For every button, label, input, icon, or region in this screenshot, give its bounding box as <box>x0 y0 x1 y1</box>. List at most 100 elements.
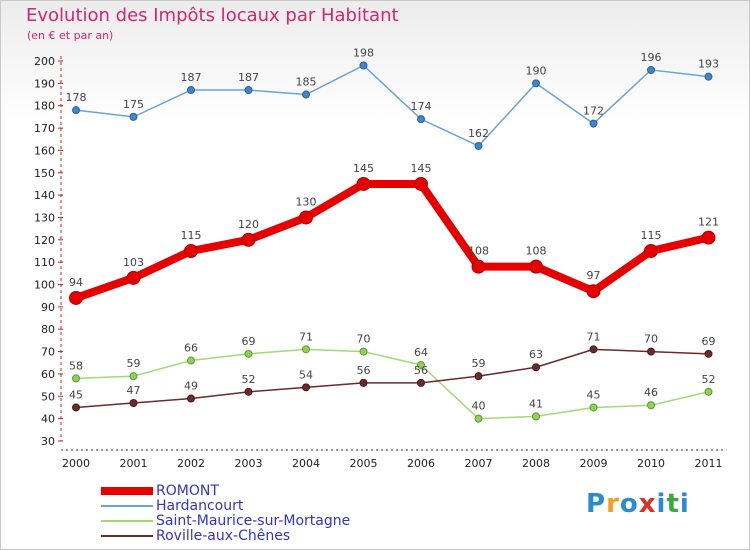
data-label: 145 <box>411 162 432 175</box>
y-tick-label: 160 <box>34 144 55 157</box>
series-romont <box>69 176 716 305</box>
data-point <box>704 72 713 81</box>
data-point <box>359 347 368 356</box>
series-line <box>75 348 709 420</box>
legend-item-romont[interactable]: ROMONT <box>101 484 401 499</box>
data-point <box>72 106 80 115</box>
data-label: 145 <box>353 162 374 175</box>
data-label: 162 <box>468 127 489 140</box>
legend-item-roville[interactable]: Roville-aux-Chênes <box>101 529 401 544</box>
data-point <box>129 399 138 407</box>
chart-subtitle: (en € et par an) <box>27 29 114 42</box>
data-label: 41 <box>529 397 543 410</box>
data-point <box>647 347 655 356</box>
y-tick-label: 100 <box>34 279 55 292</box>
data-point <box>417 378 425 387</box>
y-tick-label: 60 <box>41 368 55 381</box>
data-label: 185 <box>296 76 317 89</box>
data-label: 54 <box>299 368 313 381</box>
y-tick-label: 170 <box>34 122 55 135</box>
data-label: 190 <box>526 64 547 77</box>
data-label: 175 <box>123 98 144 111</box>
data-point <box>129 372 138 381</box>
x-tick-label: 2007 <box>465 457 493 470</box>
data-label: 193 <box>698 58 719 71</box>
data-label: 97 <box>587 269 601 282</box>
data-point <box>184 244 198 258</box>
data-point <box>359 378 368 387</box>
legend-item-saint-maurice[interactable]: Saint-Maurice-sur-Mortagne <box>101 514 401 529</box>
data-label: 187 <box>181 71 202 84</box>
series-line <box>75 64 709 147</box>
data-label: 71 <box>587 330 601 343</box>
data-point <box>474 141 483 150</box>
data-label: 40 <box>472 400 486 413</box>
data-label: 121 <box>698 216 719 229</box>
series-layer <box>69 61 716 423</box>
series-line <box>74 179 710 302</box>
data-label: 49 <box>184 380 198 393</box>
y-tick-label: 190 <box>34 77 55 90</box>
data-label: 47 <box>127 384 141 397</box>
data-label: 46 <box>644 386 658 399</box>
data-point <box>359 61 368 70</box>
data-point <box>241 232 256 247</box>
data-point <box>474 372 483 381</box>
data-point <box>126 270 141 285</box>
data-point <box>471 259 486 274</box>
data-point <box>701 230 716 245</box>
data-point <box>532 363 540 372</box>
data-label: 59 <box>472 357 486 370</box>
y-tick-label: 30 <box>41 435 55 448</box>
data-label: 70 <box>357 333 371 346</box>
data-label: 56 <box>414 364 428 377</box>
data-label: 120 <box>238 218 259 231</box>
legend-item-hardancourt[interactable]: Hardancourt <box>101 499 401 514</box>
data-point <box>72 403 80 412</box>
data-label: 130 <box>296 195 317 208</box>
x-tick-label: 2011 <box>695 457 723 470</box>
data-label: 70 <box>644 333 658 346</box>
logo-letter: P <box>586 489 607 519</box>
y-tick-label: 130 <box>34 211 55 224</box>
data-point <box>299 210 313 225</box>
data-label: 66 <box>184 342 198 355</box>
data-point <box>586 284 601 299</box>
logo-letter: x <box>638 489 657 519</box>
data-point <box>589 119 598 128</box>
data-point <box>647 65 655 74</box>
y-tick-label: 50 <box>41 390 55 403</box>
logo-letter: i <box>656 489 667 519</box>
x-tick-label: 2009 <box>580 457 608 470</box>
y-tick-label: 40 <box>41 413 55 426</box>
data-point <box>187 356 195 365</box>
x-tick-label: 2008 <box>522 457 550 470</box>
data-point <box>414 176 428 191</box>
data-point <box>244 349 253 358</box>
data-point <box>187 86 195 95</box>
data-point <box>244 86 253 95</box>
data-point <box>474 414 483 423</box>
data-point <box>589 345 598 354</box>
chart-title: Evolution des Impôts locaux par Habitant <box>26 5 399 26</box>
x-tick-label: 2002 <box>177 457 205 470</box>
y-tick-label: 110 <box>34 256 55 269</box>
x-tick-label: 2003 <box>235 457 263 470</box>
legend-label: ROMONT <box>156 483 219 499</box>
legend-swatch-hardancourt <box>101 505 153 507</box>
data-label: 69 <box>702 335 716 348</box>
series-roville <box>72 345 713 412</box>
x-tick-label: 2004 <box>292 457 320 470</box>
data-label: 103 <box>123 256 144 269</box>
data-label: 52 <box>242 373 256 386</box>
legend-label: Saint-Maurice-sur-Mortagne <box>156 513 351 529</box>
x-tick-label: 2010 <box>637 457 665 470</box>
data-label: 174 <box>411 100 432 113</box>
proxiti-logo: Proxiti <box>586 489 690 519</box>
data-point <box>302 90 310 99</box>
data-point <box>72 374 80 383</box>
data-label: 52 <box>702 373 716 386</box>
data-point <box>417 115 425 124</box>
data-point <box>69 290 83 305</box>
